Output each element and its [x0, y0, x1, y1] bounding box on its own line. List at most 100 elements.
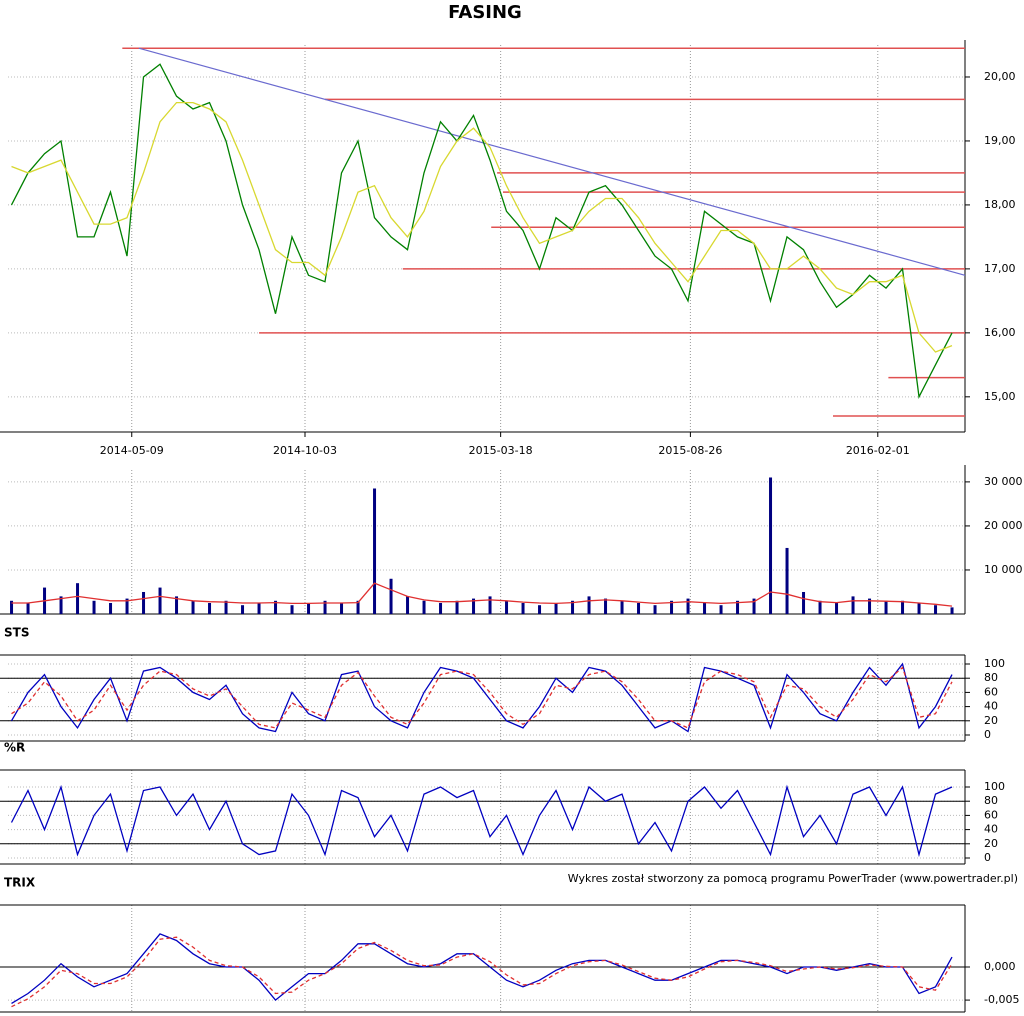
- volume-bar: [604, 598, 608, 614]
- x-tick-label: 2015-03-18: [469, 444, 533, 457]
- x-tick-label: 2015-08-26: [658, 444, 722, 457]
- y-tick-label: 10 000: [984, 563, 1023, 576]
- y-tick-label: 15,00: [984, 390, 1016, 403]
- volume-bar: [175, 596, 179, 614]
- volume-bar: [884, 600, 888, 614]
- volume-bar: [719, 605, 723, 614]
- series-line: [11, 936, 953, 1008]
- y-tick-label: 20: [984, 837, 998, 850]
- y-tick-label: 20 000: [984, 519, 1023, 532]
- volume-bar: [901, 600, 905, 614]
- volume-bar: [406, 596, 410, 614]
- volume-bar: [950, 607, 954, 614]
- volume-bar: [241, 605, 245, 614]
- volume-bar: [307, 602, 311, 614]
- series-line: [10, 63, 953, 399]
- average-line: [11, 582, 953, 607]
- volume-bar: [554, 602, 558, 614]
- volume-bar: [488, 596, 492, 614]
- volume-bar: [521, 602, 525, 614]
- y-tick-label: 30 000: [984, 475, 1023, 488]
- volume-bar: [934, 605, 938, 614]
- volume-bar: [455, 600, 459, 614]
- y-tick-label: 0: [984, 728, 991, 741]
- x-tick-label: 2014-10-03: [273, 444, 337, 457]
- volume-bar: [505, 600, 509, 614]
- x-tick-label: 2014-05-09: [100, 444, 164, 457]
- y-tick-label: 18,00: [984, 198, 1016, 211]
- y-tick-label: 16,00: [984, 326, 1016, 339]
- volume-bar: [208, 602, 212, 614]
- volume-bar: [125, 598, 129, 614]
- volume-bar: [472, 598, 476, 614]
- volume-bar: [290, 605, 294, 614]
- volume-bar: [703, 602, 707, 614]
- series-line: [10, 662, 953, 733]
- panel-title: %R: [4, 741, 25, 755]
- volume-bar: [26, 602, 30, 614]
- y-tick-label: 0: [984, 851, 991, 864]
- volume-bar: [389, 578, 393, 614]
- volume-bar: [637, 602, 641, 614]
- volume-bar: [835, 602, 839, 614]
- trend-line: [138, 47, 966, 276]
- y-tick-label: 40: [984, 700, 998, 713]
- volume-bar: [868, 598, 872, 614]
- volume-bar: [785, 547, 789, 614]
- volume-bar: [274, 600, 278, 614]
- series-line: [10, 784, 953, 858]
- volume-bar: [571, 600, 575, 614]
- y-tick-label: 60: [984, 685, 998, 698]
- volume-bar: [769, 477, 773, 614]
- y-tick-label: 40: [984, 823, 998, 836]
- volume-bar: [422, 600, 426, 614]
- volume-bar: [92, 600, 96, 614]
- volume-bar: [373, 488, 377, 614]
- y-tick-label: 19,00: [984, 134, 1016, 147]
- volume-bar: [587, 596, 591, 614]
- volume-bar: [439, 602, 443, 614]
- volume-bar: [109, 602, 113, 614]
- series-line: [11, 933, 953, 1004]
- volume-bar: [653, 605, 657, 614]
- volume-bar: [76, 583, 80, 614]
- volume-bar: [917, 602, 921, 614]
- y-tick-label: 80: [984, 671, 998, 684]
- y-tick-label: 80: [984, 794, 998, 807]
- panel-title: STS: [4, 626, 29, 640]
- volume-bar: [59, 596, 63, 614]
- y-tick-label: 20,00: [984, 70, 1016, 83]
- volume-bar: [620, 600, 624, 614]
- y-tick-label: 100: [984, 780, 1005, 793]
- volume-bar: [752, 598, 756, 614]
- volume-bar: [191, 600, 195, 614]
- volume-bar: [851, 596, 855, 614]
- volume-bar: [670, 600, 674, 614]
- volume-bar: [10, 600, 14, 614]
- volume-bar: [736, 600, 740, 614]
- y-tick-label: 17,00: [984, 262, 1016, 275]
- y-tick-label: 20: [984, 714, 998, 727]
- volume-bar: [686, 598, 690, 614]
- volume-bar: [340, 602, 344, 614]
- y-tick-label: 0,000: [984, 960, 1016, 973]
- volume-bar: [802, 591, 806, 614]
- footer-credit: Wykres został stworzony za pomocą progra…: [568, 872, 1018, 885]
- volume-bar: [257, 602, 261, 614]
- x-tick-label: 2016-02-01: [846, 444, 910, 457]
- volume-bar: [142, 591, 146, 614]
- volume-bar: [224, 600, 228, 614]
- volume-bar: [323, 600, 327, 614]
- y-tick-label: 60: [984, 808, 998, 821]
- y-tick-label: -0,005: [984, 993, 1019, 1006]
- series-line: [11, 666, 953, 729]
- chart-title: FASING: [448, 2, 522, 23]
- volume-bar: [158, 587, 162, 614]
- y-tick-label: 100: [984, 657, 1005, 670]
- volume-bar: [818, 600, 822, 614]
- volume-bar: [538, 605, 542, 614]
- volume-bar: [356, 600, 360, 614]
- series-line: [11, 101, 953, 353]
- panel-title: TRIX: [4, 876, 36, 890]
